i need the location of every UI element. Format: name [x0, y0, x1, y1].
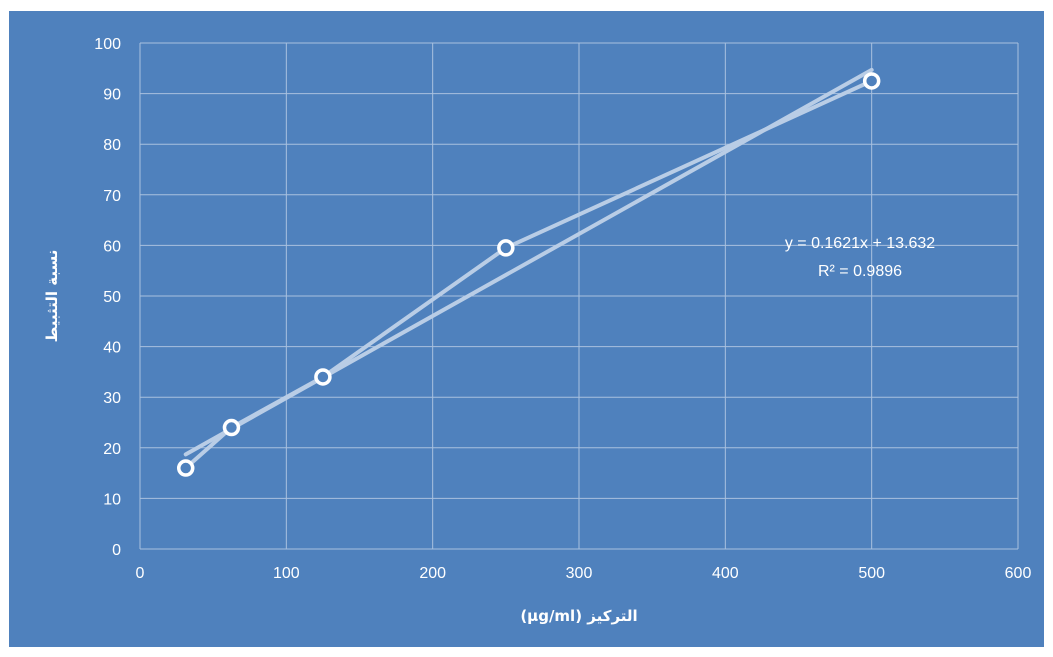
trendline-r-squared: R² = 0.9896 — [818, 263, 902, 280]
data-point — [497, 239, 515, 257]
x-tick-label: 400 — [712, 565, 739, 582]
data-point — [222, 418, 241, 437]
trendline-equation: y = 0.1621x + 13.632 — [785, 235, 935, 252]
y-tick-label: 0 — [112, 542, 121, 559]
x-tick-label: 0 — [136, 565, 145, 582]
x-tick-labels: 0 100 200 300 400 500 600 — [136, 565, 1032, 582]
chart-area: 0 100 200 300 400 500 600 0 10 20 30 40 50 60 70 80 90 1… — [9, 11, 1044, 647]
y-tick-label: 30 — [103, 390, 121, 407]
x-tick-label: 300 — [566, 565, 593, 582]
y-tick-label: 60 — [103, 238, 121, 255]
y-tick-label: 70 — [103, 188, 121, 205]
scatter-chart: 0 100 200 300 400 500 600 0 10 20 30 40 50 60 70 80 90 1… — [9, 11, 1044, 647]
y-tick-label: 40 — [103, 340, 121, 357]
series-group — [176, 72, 881, 477]
chart-background — [9, 11, 1044, 647]
y-tick-label: 20 — [103, 441, 121, 458]
y-tick-label: 10 — [103, 491, 121, 508]
y-tick-label: 90 — [103, 87, 121, 104]
data-point — [314, 368, 332, 386]
y-tick-label: 50 — [103, 289, 121, 306]
x-axis-title: التركيز (µg/ml) — [520, 607, 637, 625]
x-tick-label: 200 — [419, 565, 446, 582]
y-tick-label: 80 — [103, 137, 121, 154]
x-tick-label: 100 — [273, 565, 300, 582]
x-tick-label: 500 — [858, 565, 885, 582]
data-point — [176, 459, 195, 477]
x-tick-label: 600 — [1005, 565, 1032, 582]
data-point — [862, 72, 881, 90]
y-tick-label: 100 — [94, 36, 121, 53]
y-axis-title: نسبة التثبيط — [43, 250, 61, 343]
y-tick-labels: 0 10 20 30 40 50 60 70 80 90 100 — [94, 36, 121, 559]
